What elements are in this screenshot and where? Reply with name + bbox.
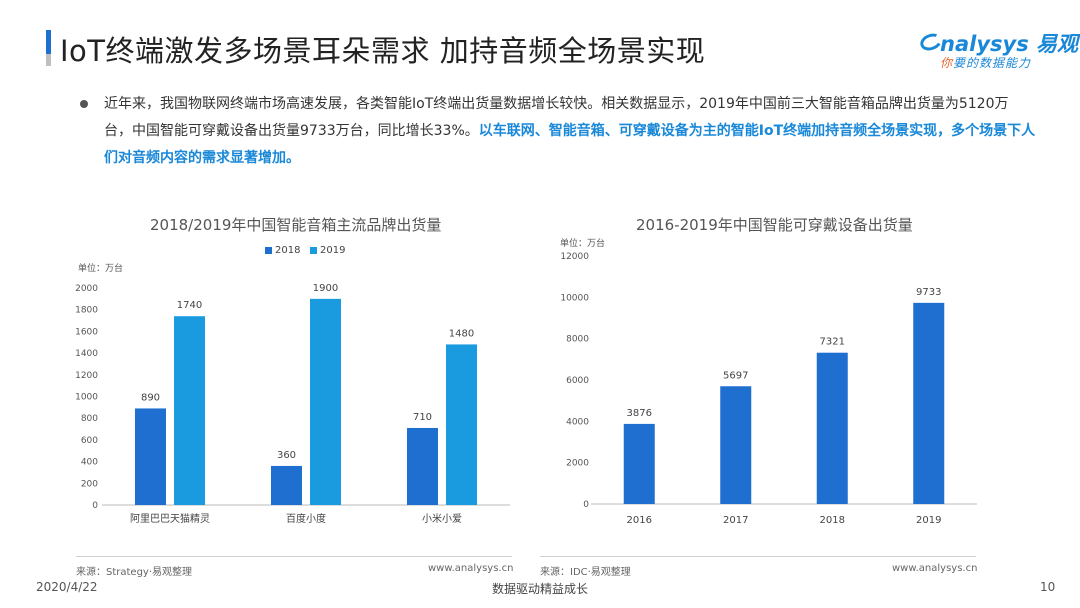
legend-swatch-2018 xyxy=(265,246,272,254)
chart1-data-label: 1740 xyxy=(177,300,202,311)
chart1-ytick-label: 0 xyxy=(92,501,98,511)
chart2-data-label: 9733 xyxy=(916,287,941,298)
chart1-source-rule xyxy=(76,556,512,557)
page-title: IoT终端激发多场景耳朵需求 加持音频全场景实现 xyxy=(60,34,706,68)
chart1-bar-2018 xyxy=(271,465,302,505)
chart2-bar xyxy=(720,386,752,504)
title-accent-bar xyxy=(46,30,51,66)
chart1-site: www.analysys.cn xyxy=(428,563,514,574)
chart1-bar-2019 xyxy=(310,298,341,505)
logo-slogan: 你要的数据能力 xyxy=(940,56,1032,70)
chart2-xtick-label: 2019 xyxy=(916,515,941,526)
chart1-bar-2019 xyxy=(446,344,477,505)
chart2-ytick-label: 12000 xyxy=(560,252,589,262)
chart1-ytick-label: 400 xyxy=(81,458,98,468)
chart2-ytick-label: 6000 xyxy=(566,376,589,386)
chart2-unit: 单位：万台 xyxy=(560,239,606,249)
chart2-ytick-label: 8000 xyxy=(566,335,589,345)
chart1-ytick-label: 1600 xyxy=(75,327,98,337)
legend-label-2018: 2018 xyxy=(275,245,301,256)
chart2-bar xyxy=(913,302,945,504)
chart1-ytick-label: 2000 xyxy=(75,284,98,294)
chart1-bar-2018 xyxy=(135,408,166,505)
chart1-xtick-label: 小米小爱 xyxy=(422,512,462,525)
legend-label-2019: 2019 xyxy=(320,245,346,256)
chart2-ytick-label: 0 xyxy=(583,500,589,510)
bullet-text-plain: 近年来，我国物联网终端市场高速发展，各类智能IoT终端出货量数据增长较快。相关数… xyxy=(104,96,1009,139)
chart2-xtick-label: 2016 xyxy=(627,515,652,526)
chart1-data-label: 1480 xyxy=(449,328,474,339)
chart1-source: 来源：Strategy·易观整理 xyxy=(76,567,193,578)
chart2-data-label: 7321 xyxy=(820,337,845,348)
chart2-plot: 0 2000 4000 6000 8000 10000 12000 3876 2016 5697 2… xyxy=(560,252,977,526)
analysys-logo: nalysys 易观 你要的数据能力 xyxy=(917,28,1078,72)
chart1-data-label: 360 xyxy=(277,450,296,461)
bullet-text-highlight: 以车联网、智能音箱、可穿戴设备为主的智能IoT终端加持音频全场景实现，多个场景下… xyxy=(104,123,1036,166)
chart2-source: 来源：IDC·易观整理 xyxy=(540,567,631,578)
chart2-xtick-label: 2017 xyxy=(723,515,748,526)
chart2-bar xyxy=(623,423,655,504)
chart1-xtick-label: 百度小度 xyxy=(286,512,326,525)
chart1-plot: 0 200 400 600 800 1000 1200 1400 1600 1800 2000 阿里巴… xyxy=(75,283,510,525)
legend-swatch-2019 xyxy=(310,246,317,254)
chart2-data-label: 5697 xyxy=(723,370,748,381)
chart2-data-label: 3876 xyxy=(627,408,652,419)
chart1-ytick-label: 1400 xyxy=(75,349,98,359)
chart1-data-label: 890 xyxy=(141,392,160,403)
chart1-data-label: 710 xyxy=(413,412,432,423)
page-number: 10 xyxy=(1040,580,1056,594)
chart1-title: 2018/2019年中国智能音箱主流品牌出货量 xyxy=(150,216,442,234)
chart1-bar-2019 xyxy=(174,316,205,505)
footer-date: 2020/4/22 xyxy=(36,580,98,594)
chart1-unit: 单位：万台 xyxy=(78,264,124,274)
chart1-ytick-label: 1200 xyxy=(75,371,98,381)
bullet-paragraph: 近年来，我国物联网终端市场高速发展，各类智能IoT终端出货量数据增长较快。相关数… xyxy=(104,91,1036,172)
chart2-source-rule xyxy=(540,556,976,557)
chart1-bar-2018 xyxy=(407,427,438,505)
chart1-ytick-label: 600 xyxy=(81,436,98,446)
footer-slogan: 数据驱动精益成长 xyxy=(491,582,588,596)
chart2-xtick-label: 2018 xyxy=(820,515,845,526)
chart2-bar xyxy=(816,352,848,504)
chart2-site: www.analysys.cn xyxy=(892,563,978,574)
chart1-ytick-label: 200 xyxy=(81,479,98,489)
chart2-ytick-label: 4000 xyxy=(566,417,589,427)
chart1-ytick-label: 800 xyxy=(81,414,98,424)
chart1-xtick-label: 阿里巴巴天猫精灵 xyxy=(130,512,210,525)
chart1-ytick-label: 1800 xyxy=(75,306,98,316)
chart2-ytick-label: 10000 xyxy=(560,293,589,303)
chart1-ytick-label: 1000 xyxy=(75,393,98,403)
chart1-legend: 2018 2019 xyxy=(265,245,345,256)
logo-brand: nalysys 易观 xyxy=(940,32,1079,56)
chart1-data-label: 1900 xyxy=(313,283,338,294)
chart2-ytick-label: 2000 xyxy=(566,459,589,469)
bullet-icon xyxy=(80,100,88,108)
chart2-title: 2016-2019年中国智能可穿戴设备出货量 xyxy=(636,216,913,234)
